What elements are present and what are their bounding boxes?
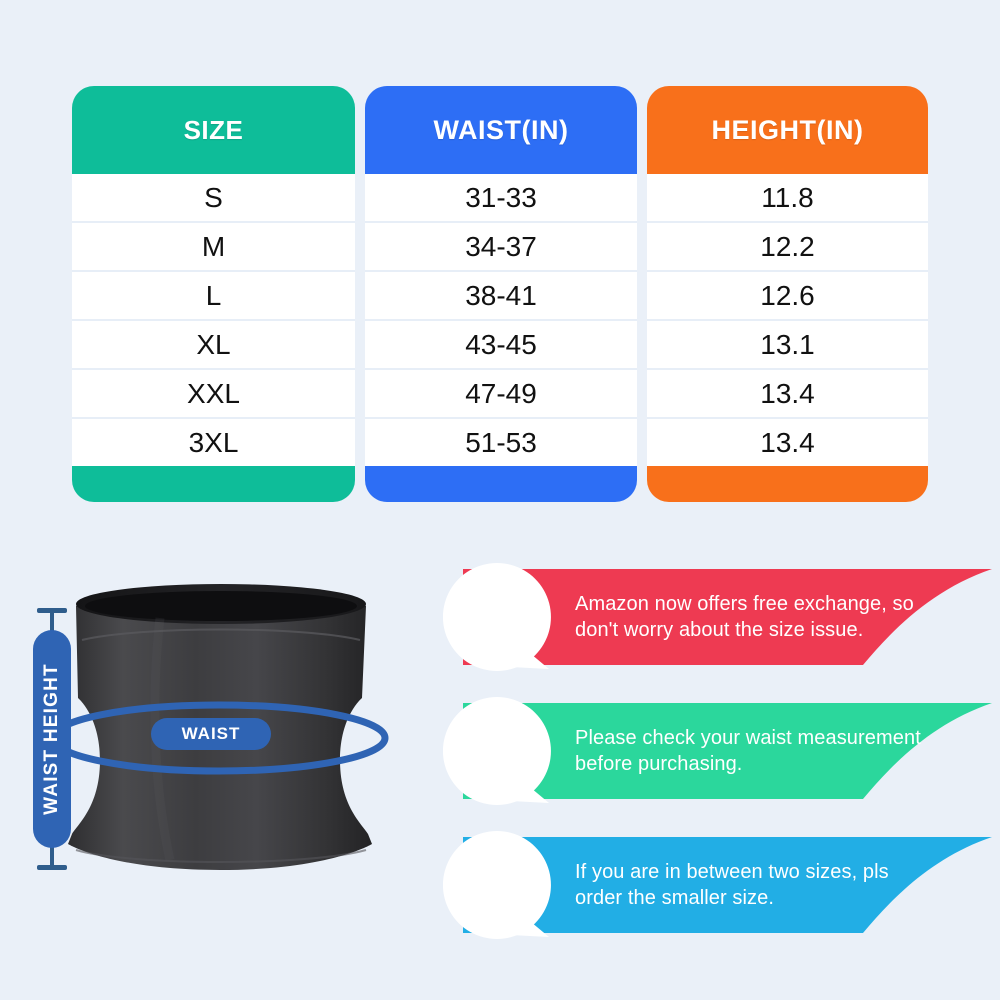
table-cell: M (72, 223, 355, 272)
column-body-height: 11.8 12.2 12.6 13.1 13.4 13.4 (647, 174, 928, 466)
banner-pin-shape (442, 697, 551, 805)
size-chart-column-waist: WAIST(IN) 31-33 34-37 38-41 43-45 47-49 … (365, 86, 637, 502)
banner-pin-shape (442, 831, 551, 939)
banner-ribbon-shape (463, 837, 992, 933)
table-cell: 12.6 (647, 272, 928, 321)
column-footer-height (647, 466, 928, 502)
waist-trainer-belt-image (49, 584, 389, 870)
belt-stitch-bottom (75, 849, 367, 863)
gauge-tick-top (37, 608, 67, 613)
banner-text: If you are in between two sizes, pls ord… (575, 861, 889, 909)
belt-inner-opening (85, 591, 357, 621)
waist-height-label: WAIST HEIGHT (41, 663, 62, 815)
banner-ribbon-shape (463, 703, 992, 799)
info-banner-sizing: If you are in between two sizes, pls ord… (437, 825, 992, 945)
table-cell: 47-49 (365, 370, 637, 419)
waist-height-pill: WAIST HEIGHT (33, 630, 71, 848)
column-footer-size (72, 466, 355, 502)
column-header-waist: WAIST(IN) (365, 86, 637, 174)
product-illustration (10, 548, 430, 978)
info-banner-list: Amazon now offers free exchange, so don'… (437, 557, 992, 975)
size-chart-table: SIZE S M L XL XXL 3XL WAIST(IN) 31-33 34… (72, 86, 928, 502)
waist-height-gauge: WAIST HEIGHT (31, 608, 73, 870)
gauge-tick-bottom (37, 865, 67, 870)
table-cell: 13.4 (647, 419, 928, 466)
table-cell: 51-53 (365, 419, 637, 466)
table-cell: XL (72, 321, 355, 370)
table-cell: 43-45 (365, 321, 637, 370)
size-chart-column-height: HEIGHT(IN) 11.8 12.2 12.6 13.1 13.4 13.4 (647, 86, 928, 502)
banner-text: Please check your waist measurement befo… (575, 727, 921, 775)
table-cell: 13.4 (647, 370, 928, 419)
info-banner-exchange: Amazon now offers free exchange, so don'… (437, 557, 992, 677)
column-header-height: HEIGHT(IN) (647, 86, 928, 174)
banner-text: Amazon now offers free exchange, so don'… (575, 593, 914, 641)
table-cell: 12.2 (647, 223, 928, 272)
size-chart-column-size: SIZE S M L XL XXL 3XL (72, 86, 355, 502)
table-cell: 11.8 (647, 174, 928, 223)
column-header-size: SIZE (72, 86, 355, 174)
table-cell: 3XL (72, 419, 355, 466)
belt-stitch-top (81, 628, 361, 641)
table-cell: S (72, 174, 355, 223)
table-cell: 34-37 (365, 223, 637, 272)
table-cell: L (72, 272, 355, 321)
waist-badge: WAIST (151, 718, 271, 750)
info-banner-measure: Please check your waist measurement befo… (437, 691, 992, 811)
column-body-size: S M L XL XXL 3XL (72, 174, 355, 466)
table-cell: 38-41 (365, 272, 637, 321)
table-cell: 31-33 (365, 174, 637, 223)
banner-ribbon-shape (463, 569, 992, 665)
column-body-waist: 31-33 34-37 38-41 43-45 47-49 51-53 (365, 174, 637, 466)
table-cell: 13.1 (647, 321, 928, 370)
banner-pin-shape (442, 563, 551, 671)
table-cell: XXL (72, 370, 355, 419)
column-footer-waist (365, 466, 637, 502)
